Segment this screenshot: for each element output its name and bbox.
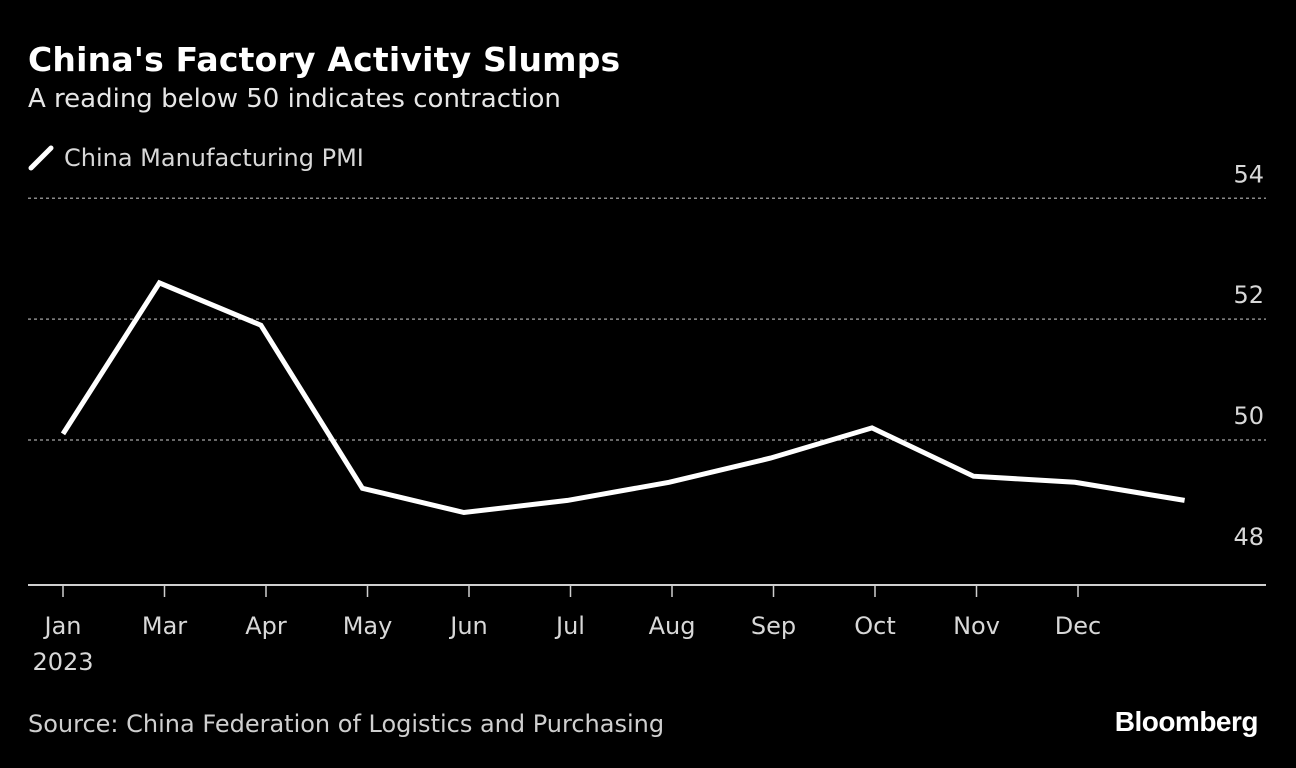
x-tick-label: Aug xyxy=(649,612,696,640)
chart-title: China's Factory Activity Slumps xyxy=(28,40,621,79)
legend-label: China Manufacturing PMI xyxy=(64,144,364,172)
x-tick-label: Jul xyxy=(554,612,585,640)
y-tick-label: 48 xyxy=(1233,523,1264,551)
x-tick-label: May xyxy=(343,612,393,640)
bloomberg-logo: Bloomberg xyxy=(1114,706,1259,737)
line-chart: 48 50 52 54 Jan Mar Apr May Jun Jul Aug Sep Oct Nov De… xyxy=(28,160,1266,676)
line-swatch-icon xyxy=(28,145,54,171)
x-tick-label: Jan xyxy=(43,612,82,640)
x-tick-label: Mar xyxy=(142,612,187,640)
y-tick-label: 50 xyxy=(1233,402,1264,430)
x-tick-label: Nov xyxy=(953,612,1000,640)
y-tick-label: 54 xyxy=(1233,160,1264,188)
x-tick-label: Apr xyxy=(245,612,287,640)
chart-subtitle: A reading below 50 indicates contraction xyxy=(28,84,561,114)
y-tick-label: 52 xyxy=(1233,281,1264,309)
x-tick-label: Oct xyxy=(854,612,896,640)
chart-legend: China Manufacturing PMI xyxy=(28,140,364,176)
x-tick-label: Jun xyxy=(448,612,488,640)
source-note: Source: China Federation of Logistics an… xyxy=(28,710,665,738)
x-year-label: 2023 xyxy=(32,648,93,676)
series-line xyxy=(60,279,1186,516)
x-tick-label: Dec xyxy=(1055,612,1101,640)
x-tick-label: Sep xyxy=(751,612,796,640)
